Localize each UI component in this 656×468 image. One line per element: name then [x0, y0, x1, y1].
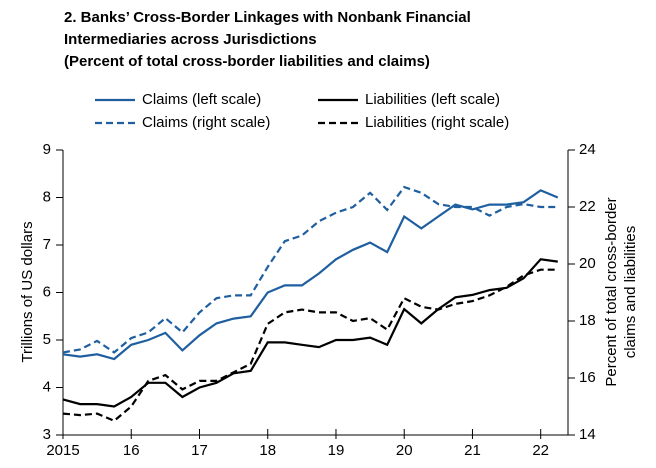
- x-tick-label: 21: [464, 442, 481, 459]
- x-tick-label: 22: [532, 442, 549, 459]
- y-tick-label: 5: [43, 331, 51, 348]
- legend-label: Claims (left scale): [142, 91, 261, 108]
- chart-title: (Percent of total cross-border liabiliti…: [64, 53, 430, 70]
- y2-tick-label: 20: [579, 255, 596, 272]
- series-line: [62, 189, 559, 361]
- y-axis-label: Trillions of US dollars: [19, 221, 36, 362]
- y2-axis-label: claims and liabilities: [622, 226, 639, 359]
- y-tick-label: 9: [43, 141, 51, 158]
- y-tick-label: 7: [43, 236, 51, 253]
- y-tick-label: 3: [43, 426, 51, 443]
- y2-tick-label: 24: [579, 141, 596, 158]
- x-tick-label: 19: [328, 442, 345, 459]
- y2-tick-label: 22: [579, 198, 596, 215]
- x-tick-label: 16: [123, 442, 140, 459]
- legend-label: Liabilities (left scale): [365, 91, 500, 108]
- legend-label: Claims (right scale): [142, 114, 270, 131]
- x-tick-label: 2015: [46, 442, 79, 459]
- series-line: [62, 268, 558, 423]
- y2-axis-label: Percent of total cross-border: [603, 197, 620, 386]
- x-tick-label: 17: [191, 442, 208, 459]
- x-tick-label: 20: [396, 442, 413, 459]
- y-tick-label: 8: [43, 188, 51, 205]
- y-tick-label: 6: [43, 283, 51, 300]
- y2-tick-label: 16: [579, 369, 596, 386]
- legend-label: Liabilities (right scale): [365, 114, 509, 131]
- y2-tick-label: 18: [579, 312, 596, 329]
- y2-tick-label: 14: [579, 426, 596, 443]
- series-line: [62, 185, 558, 354]
- series-line: [62, 258, 558, 408]
- y-tick-label: 4: [43, 378, 51, 395]
- chart-title: 2. Banks’ Cross-Border Linkages with Non…: [64, 9, 471, 26]
- chart-title: Intermediaries across Jurisdictions: [64, 31, 317, 48]
- x-tick-label: 18: [259, 442, 276, 459]
